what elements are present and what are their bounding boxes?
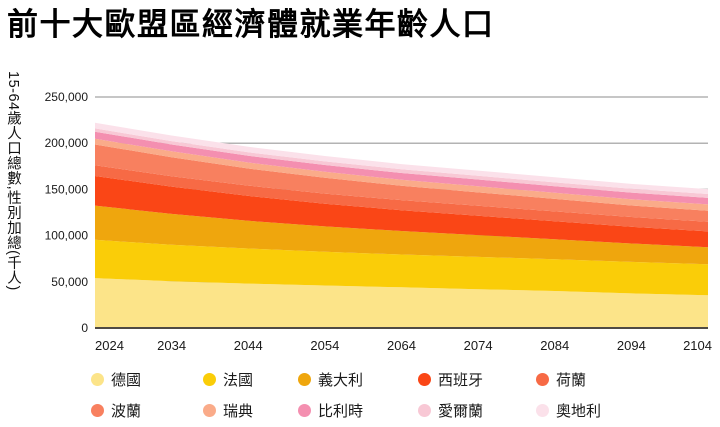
legend-label-poland: 波蘭 <box>111 403 142 420</box>
legend-label-italy: 義大利 <box>318 372 364 389</box>
series-area-italy[interactable] <box>95 205 708 265</box>
x-tick-label: 2054 <box>310 338 339 353</box>
legend-swatch-poland <box>91 404 104 417</box>
series-area-poland[interactable] <box>95 144 708 222</box>
legend-item-belgium[interactable]: 比利時 <box>298 400 418 421</box>
legend-label-netherlands: 荷蘭 <box>556 372 587 389</box>
x-tick-label: 2044 <box>234 338 263 353</box>
legend-swatch-italy <box>298 373 311 386</box>
x-tick-label: 2034 <box>157 338 186 353</box>
series-area-spain[interactable] <box>95 176 708 248</box>
legend-item-germany[interactable]: 德國 <box>91 369 203 390</box>
legend-label-france: 法國 <box>223 372 254 389</box>
chart-legend: 德國 法國 義大利 西班牙 荷蘭波蘭 瑞典 比利時 愛爾蘭 奧地利 <box>91 364 601 426</box>
y-tick-label: 150,000 <box>45 182 89 196</box>
y-tick-label: 50,000 <box>51 275 88 289</box>
legend-item-ireland[interactable]: 愛爾蘭 <box>418 400 536 421</box>
y-axis-title: 15-64歲人口總數,性別加總(千人) <box>5 71 21 291</box>
series-area-belgium[interactable] <box>95 131 708 205</box>
legend-swatch-germany <box>91 373 104 386</box>
x-tick-label: 2064 <box>387 338 416 353</box>
legend-item-spain[interactable]: 西班牙 <box>418 369 536 390</box>
legend-swatch-sweden <box>203 404 216 417</box>
legend-swatch-netherlands <box>536 373 549 386</box>
legend-label-sweden: 瑞典 <box>223 403 254 420</box>
y-tick-label: 100,000 <box>45 229 89 243</box>
legend-item-sweden[interactable]: 瑞典 <box>203 400 298 421</box>
y-tick-label: 0 <box>81 321 88 335</box>
series-area-france[interactable] <box>95 239 708 296</box>
legend-swatch-austria <box>536 404 549 417</box>
legend-swatch-belgium <box>298 404 311 417</box>
series-area-netherlands[interactable] <box>95 165 708 232</box>
legend-label-belgium: 比利時 <box>318 403 364 420</box>
legend-swatch-france <box>203 373 216 386</box>
legend-item-netherlands[interactable]: 荷蘭 <box>536 369 601 390</box>
y-tick-label: 200,000 <box>45 136 89 150</box>
x-tick-label: 2094 <box>617 338 646 353</box>
series-area-germany[interactable] <box>95 278 708 328</box>
legend-item-france[interactable]: 法國 <box>203 369 298 390</box>
series-area-ireland[interactable] <box>95 128 708 198</box>
legend-label-austria: 奧地利 <box>556 403 602 420</box>
series-area-austria[interactable] <box>95 122 708 194</box>
legend-item-poland[interactable]: 波蘭 <box>91 400 203 421</box>
legend-label-spain: 西班牙 <box>438 372 484 389</box>
chart-title: 前十大歐盟區經濟體就業年齡人口 <box>7 7 495 42</box>
x-tick-label: 2024 <box>95 338 124 353</box>
x-tick-label: 2104 <box>683 338 712 353</box>
legend-label-ireland: 愛爾蘭 <box>438 403 484 420</box>
legend-item-austria[interactable]: 奧地利 <box>536 400 601 421</box>
legend-swatch-spain <box>418 373 431 386</box>
legend-swatch-ireland <box>418 404 431 417</box>
x-tick-label: 2084 <box>540 338 569 353</box>
legend-label-germany: 德國 <box>111 372 142 389</box>
y-tick-label: 250,000 <box>45 90 89 104</box>
series-area-sweden[interactable] <box>95 138 708 211</box>
x-tick-label: 2074 <box>464 338 493 353</box>
legend-item-italy[interactable]: 義大利 <box>298 369 418 390</box>
